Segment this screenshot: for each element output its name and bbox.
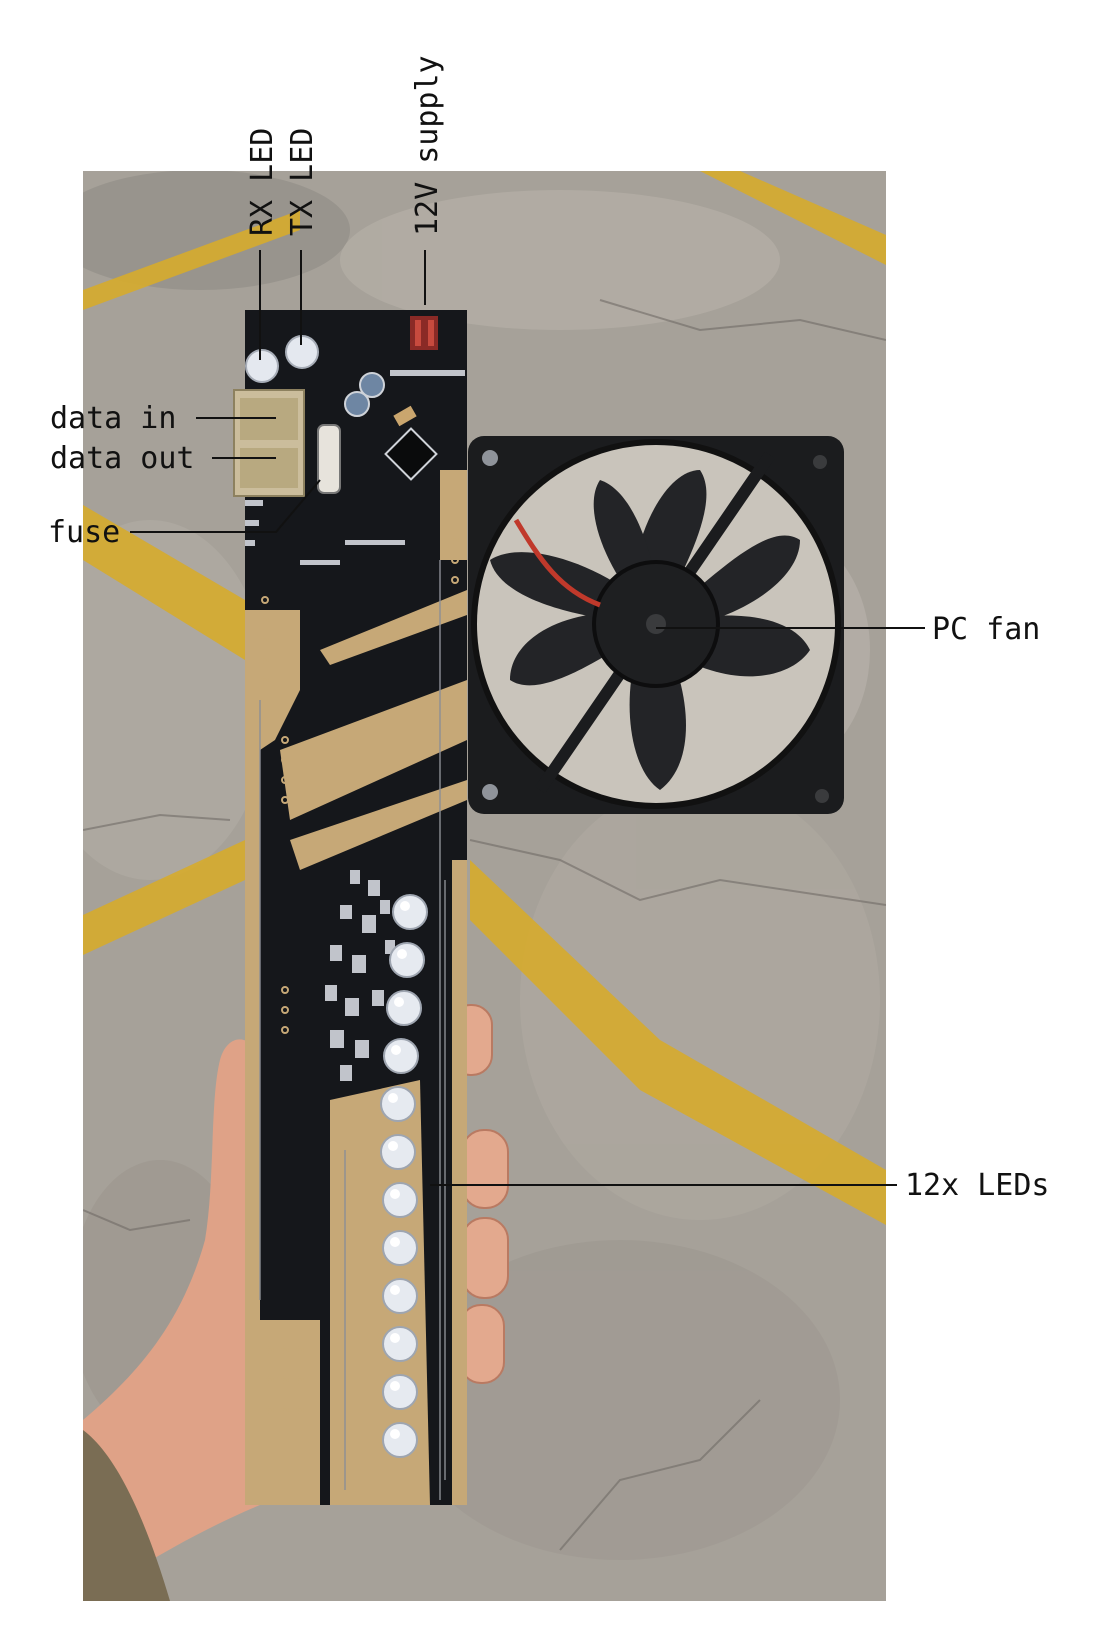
crystal — [393, 405, 417, 427]
led — [382, 1422, 418, 1458]
led — [383, 1038, 419, 1074]
led — [392, 894, 428, 930]
led — [382, 1374, 418, 1410]
status-leds — [245, 335, 319, 383]
led — [382, 1182, 418, 1218]
led-pcb — [233, 310, 467, 1505]
led-highlight — [390, 1381, 400, 1391]
data-in-label: data in — [50, 401, 176, 436]
supply-label: 12V supply — [410, 55, 445, 236]
led-highlight — [397, 949, 407, 959]
led-highlight — [390, 1237, 400, 1247]
traces — [259, 560, 446, 1500]
led — [389, 942, 425, 978]
led-highlight — [394, 997, 404, 1007]
rj45-jack — [233, 389, 305, 497]
capacitors — [344, 372, 385, 417]
fan-wire — [513, 518, 601, 608]
led-highlight — [388, 1093, 398, 1103]
led-column — [380, 894, 428, 1458]
data-out-label: data out — [50, 441, 195, 476]
leds-label: 12x LEDs — [905, 1168, 1050, 1203]
pc-fan-label: PC fan — [932, 612, 1040, 647]
led-highlight — [390, 1189, 400, 1199]
vias — [261, 536, 459, 1414]
silkscreen-pattern — [245, 370, 465, 1081]
led — [382, 1230, 418, 1266]
led-highlight — [388, 1141, 398, 1151]
fan-screw — [813, 455, 827, 469]
led-highlight — [391, 1045, 401, 1055]
hand — [83, 1004, 509, 1601]
sleeve — [83, 1430, 170, 1601]
fuse-leader — [130, 479, 321, 533]
tx-led-label: TX LED — [285, 128, 320, 236]
fan-screw — [482, 784, 498, 800]
led-highlight — [390, 1429, 400, 1439]
fingers — [449, 1004, 509, 1384]
led — [382, 1326, 418, 1362]
fuse-label: fuse — [48, 515, 120, 550]
led — [380, 1086, 416, 1122]
led-highlight — [390, 1333, 400, 1343]
pc-fan — [468, 436, 844, 814]
fan-screw — [815, 789, 829, 803]
annotations: RX LED TX LED 12V supply data in data ou… — [48, 55, 1050, 1203]
fuse-component — [317, 424, 341, 494]
photo — [83, 171, 886, 1601]
rx-led-label: RX LED — [245, 128, 280, 236]
microcontroller-chip — [384, 427, 438, 481]
fan-screw — [482, 450, 498, 466]
concrete-cracks — [83, 299, 886, 1551]
led — [380, 1134, 416, 1170]
led — [382, 1278, 418, 1314]
led — [386, 990, 422, 1026]
led-highlight — [390, 1285, 400, 1295]
led-highlight — [400, 901, 410, 911]
